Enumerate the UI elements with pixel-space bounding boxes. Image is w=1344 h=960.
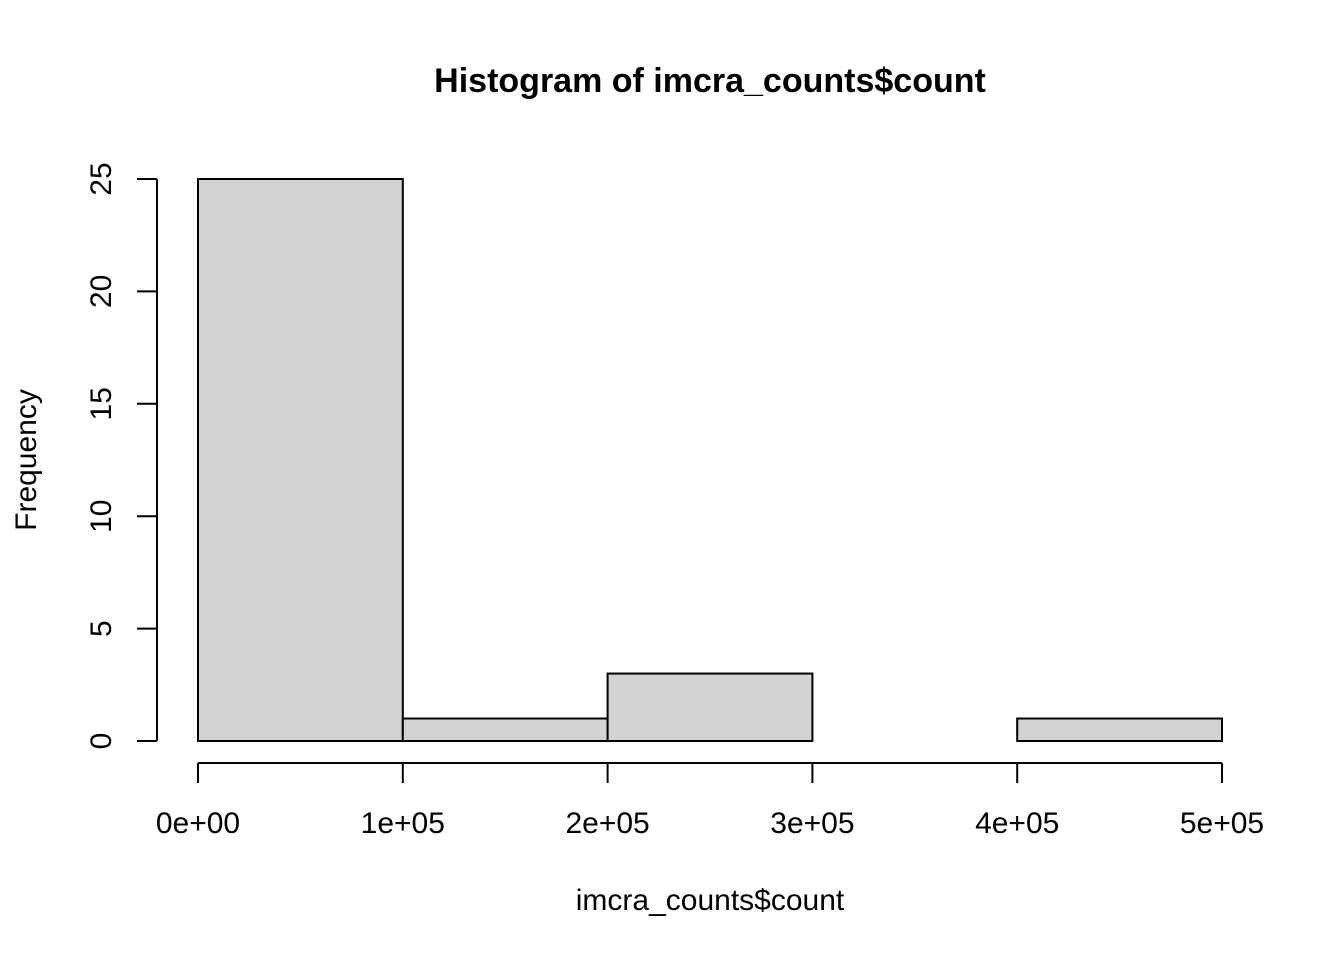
x-axis: 0e+00 1e+05 2e+05 3e+05 4e+05 5e+05	[156, 762, 1264, 840]
x-tick-label-1: 0e+00	[156, 807, 240, 840]
x-tick-label-6: 5e+05	[1180, 807, 1264, 840]
histogram-bar-3	[606, 672, 814, 742]
histogram-bar-2	[401, 717, 609, 743]
bars-group	[197, 178, 1224, 743]
x-tick-label-3: 2e+05	[565, 807, 649, 840]
y-axis: 0 5 10 15 20 25	[85, 162, 158, 750]
y-axis-label: Frequency	[10, 389, 43, 531]
y-tick-label-4: 15	[85, 387, 118, 420]
x-axis-label: imcra_counts$count	[576, 884, 845, 917]
histogram-bar-1	[197, 178, 404, 742]
x-tick-label-5: 4e+05	[975, 807, 1059, 840]
chart-title: Histogram of imcra_counts$count	[434, 62, 986, 100]
y-tick-label-5: 20	[85, 275, 118, 308]
y-tick-label-6: 25	[85, 162, 118, 195]
y-tick-label-1: 0	[85, 733, 118, 750]
y-tick-label-3: 10	[85, 500, 118, 533]
y-tick-label-2: 5	[85, 620, 118, 637]
x-tick-label-4: 3e+05	[770, 807, 854, 840]
x-tick-label-2: 1e+05	[361, 807, 445, 840]
histogram-bar-5	[1016, 717, 1224, 743]
